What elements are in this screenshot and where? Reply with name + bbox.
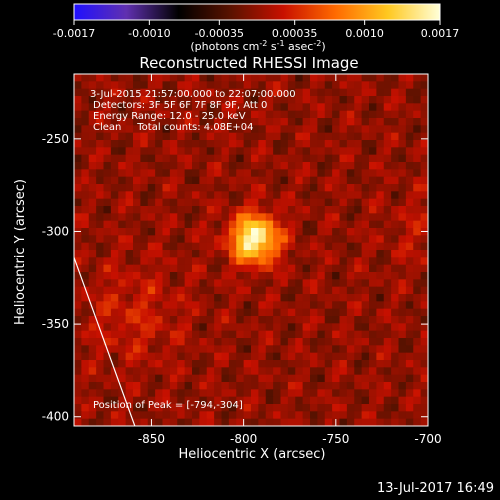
colorbar-tick-label: 0.0017 [421,27,460,40]
peak-position-label: Position of Peak = [-794,-304] [93,400,243,411]
colorbar-tick-label: 0.0010 [345,27,384,40]
solar-limb [74,257,136,426]
annotation-detectors: Detectors: 3F 5F 6F 7F 8F 9F, Att 0 [93,100,267,111]
colorbar-tick-label: -0.0010 [128,27,170,40]
y-tick-label: -400 [42,410,69,424]
heatmap-image [74,74,428,426]
x-tick-label: -850 [138,432,165,446]
colorbar [73,3,441,21]
annotation-clean-counts: Clean Total counts: 4.08E+04 [93,122,253,133]
colorbar-tick-label: 0.00035 [272,27,318,40]
y-tick-label: -350 [42,317,69,331]
y-axis-label: Heliocentric Y (arcsec) [13,179,28,325]
x-tick-label: -750 [322,432,349,446]
x-tick-label: -700 [414,432,441,446]
y-tick-label: -250 [42,132,69,146]
annotations: 3-Jul-2015 21:57:00.000 to 22:07:00.000 … [90,89,296,411]
annotation-time-range: 3-Jul-2015 21:57:00.000 to 22:07:00.000 [90,89,296,100]
annotation-energy-range: Energy Range: 12.0 - 25.0 keV [93,111,246,122]
y-tick-label: -300 [42,224,69,238]
colorbar-units-label: (photons cm-2 s-1 asec-2) [190,39,325,53]
x-axis-label: Heliocentric X (arcsec) [179,447,326,462]
render-timestamp: 13-Jul-2017 16:49 [376,481,494,496]
plot-frame [73,73,429,427]
axis-ticks: -850 -800 -750 -700 -250 -300 -350 -400 [42,74,442,446]
colorbar-ticks: -0.0017 -0.0010 -0.00035 0.00035 0.0010 0.001… [53,20,459,40]
colorbar-tick-label: -0.00035 [195,27,244,40]
limb-line [74,257,136,426]
colorbar-tick-label: -0.0017 [53,27,95,40]
chart-title: Reconstructed RHESSI Image [139,54,358,72]
x-tick-label: -800 [230,432,257,446]
